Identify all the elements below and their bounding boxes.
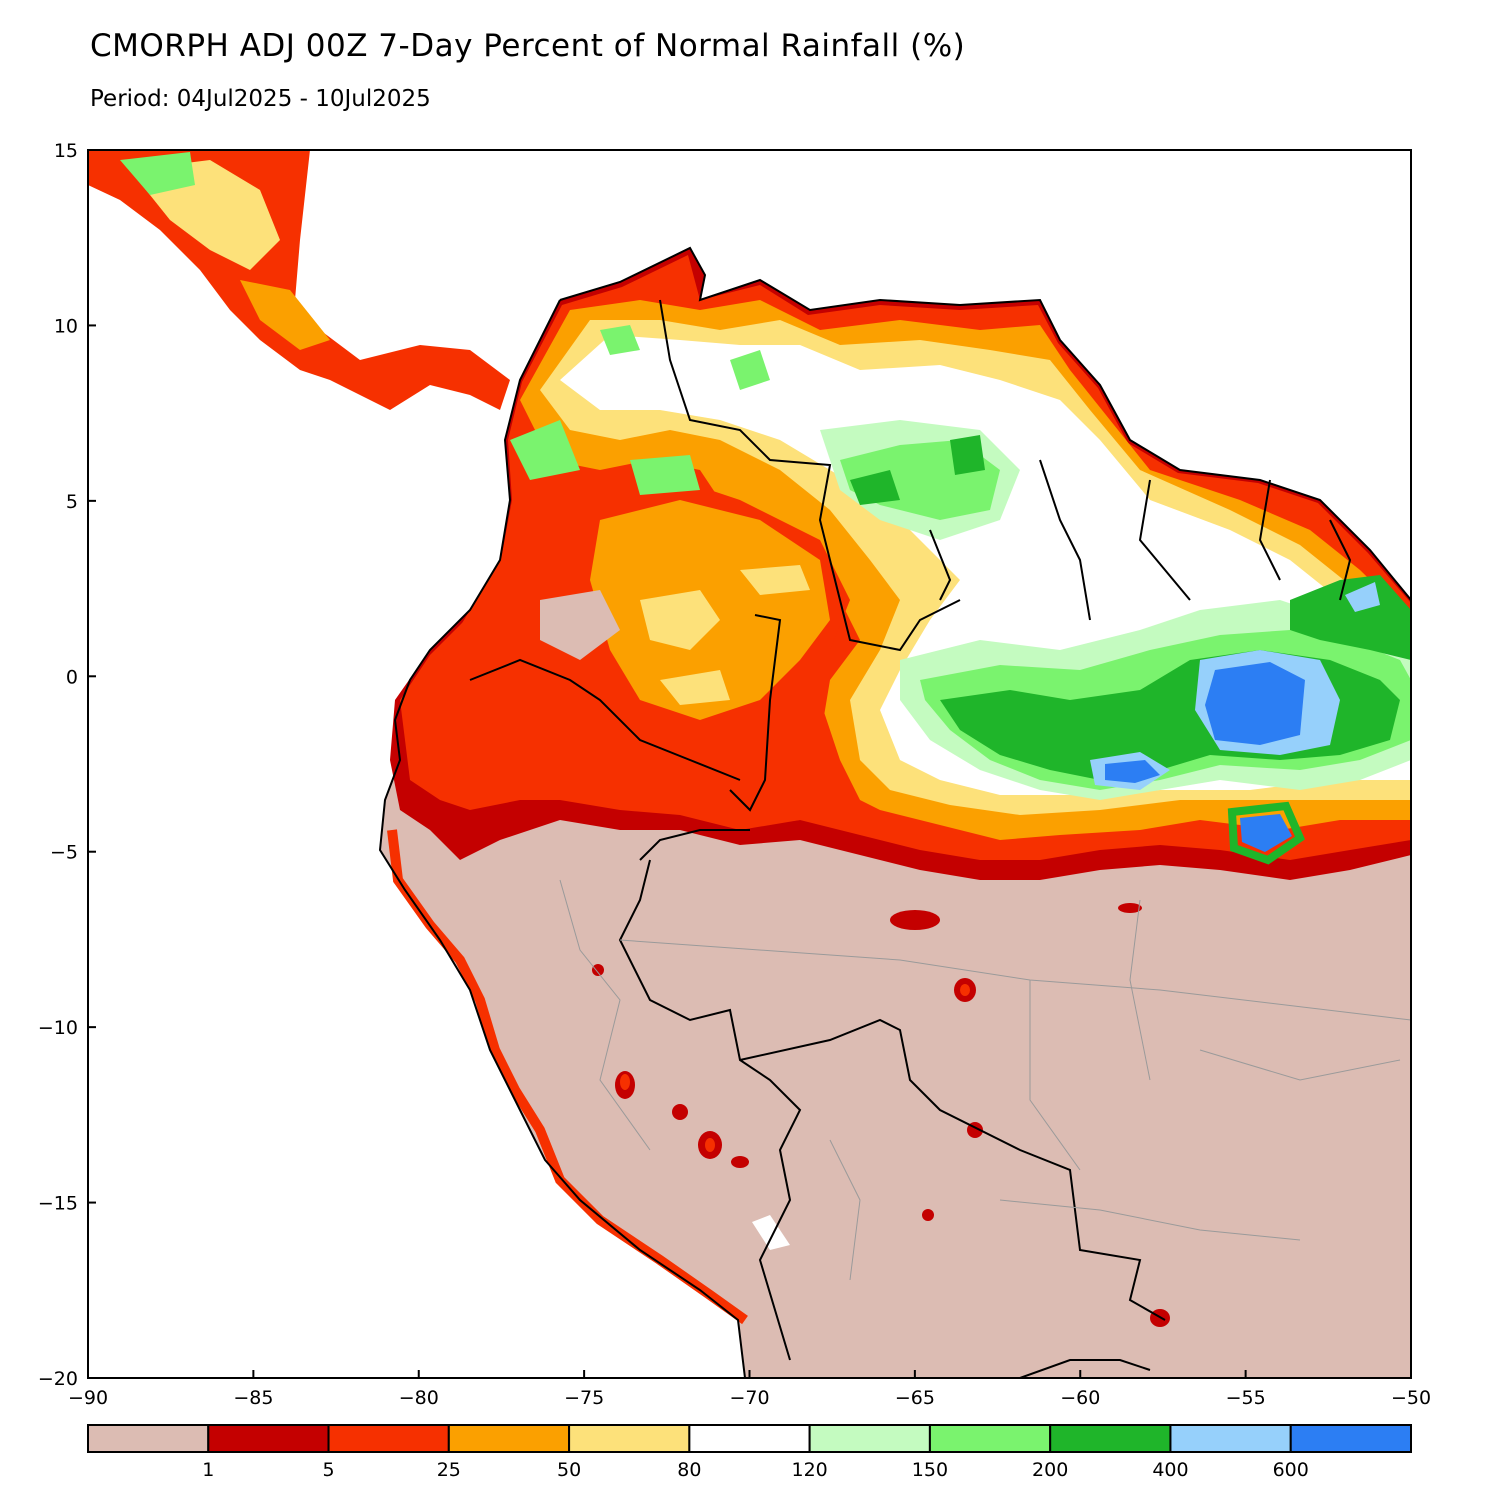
colorbar-bin: [1169, 1424, 1292, 1453]
internal-borders: [559, 879, 1411, 1281]
x-tick-label: −80: [399, 1387, 439, 1409]
x-tick-label: −50: [1391, 1387, 1431, 1409]
y-tick-label: 5: [66, 491, 78, 513]
x-tick-label: −75: [564, 1387, 604, 1409]
ecuador-dry-spots: [540, 590, 620, 660]
y-tick-label: −10: [38, 1017, 78, 1039]
y-tick-label: 10: [54, 315, 78, 337]
y-tick-label: −5: [50, 842, 78, 864]
x-tick-label: −70: [729, 1387, 769, 1409]
colorbar-label: 5: [322, 1459, 334, 1481]
venezuela-green-dark: [850, 435, 985, 505]
colorbar-label: 25: [437, 1459, 461, 1481]
colorbar: 1 5 25 50 80 120 150 200 400 600: [87, 1424, 1413, 1481]
colorbar-label: 600: [1273, 1459, 1309, 1481]
colorbar-label: 80: [677, 1459, 701, 1481]
x-tick-label: −85: [233, 1387, 273, 1409]
amazon-blue: [1105, 662, 1305, 783]
rainfall-field: [88, 150, 1411, 1378]
colombia-green-patches: [510, 420, 700, 495]
y-tick-label: −20: [38, 1368, 78, 1390]
venezuela-green: [600, 325, 1000, 520]
y-tick-label: −15: [38, 1193, 78, 1215]
colorbar-bin: [568, 1424, 691, 1453]
colorbar-label: 120: [792, 1459, 828, 1481]
southern-orange-spots: [620, 984, 970, 1152]
x-tick-label: −90: [68, 1387, 108, 1409]
colorbar-bin: [447, 1424, 571, 1453]
colorbar-bin: [928, 1424, 1052, 1453]
guiana-green: [1290, 575, 1411, 660]
colorbar-label: 1: [202, 1459, 214, 1481]
colorbar-bin: [207, 1424, 330, 1453]
colorbar-label: 50: [557, 1459, 581, 1481]
country-borders: [378, 246, 1411, 1378]
x-tick-label: −55: [1226, 1387, 1266, 1409]
map-subtitle: Period: 04Jul2025 - 10Jul2025: [90, 86, 431, 112]
colorbar-bin: [688, 1424, 811, 1453]
x-axis: −90 −85 −80 −75 −70 −65 −60 −55 −50: [68, 1370, 1431, 1409]
colorbar-bin: [87, 1424, 210, 1453]
x-tick-label: −65: [895, 1387, 935, 1409]
colorbar-bin: [1049, 1424, 1172, 1453]
y-axis: 15 10 5 0 −5 −10 −15 −20: [38, 140, 96, 1390]
central-america-orange: [240, 280, 330, 350]
south-blue-spot: [1240, 814, 1292, 852]
colorbar-label: 150: [912, 1459, 948, 1481]
south-green-ring: [1227, 801, 1305, 865]
colorbar-bin: [808, 1424, 931, 1453]
colombia-yellow-spots: [640, 565, 810, 705]
bolivia-white-patch: [752, 1215, 790, 1250]
y-tick-label: 0: [66, 666, 78, 688]
map-title: CMORPH ADJ 00Z 7-Day Percent of Normal R…: [90, 28, 966, 64]
x-tick-label: −60: [1060, 1387, 1100, 1409]
y-tick-label: 15: [54, 140, 78, 162]
central-america-green: [120, 152, 195, 195]
colorbar-bin: [1289, 1424, 1413, 1453]
colorbar-label: 400: [1152, 1459, 1188, 1481]
colorbar-bin: [327, 1424, 450, 1453]
guiana-blue: [1345, 582, 1380, 612]
colorbar-label: 200: [1032, 1459, 1068, 1481]
